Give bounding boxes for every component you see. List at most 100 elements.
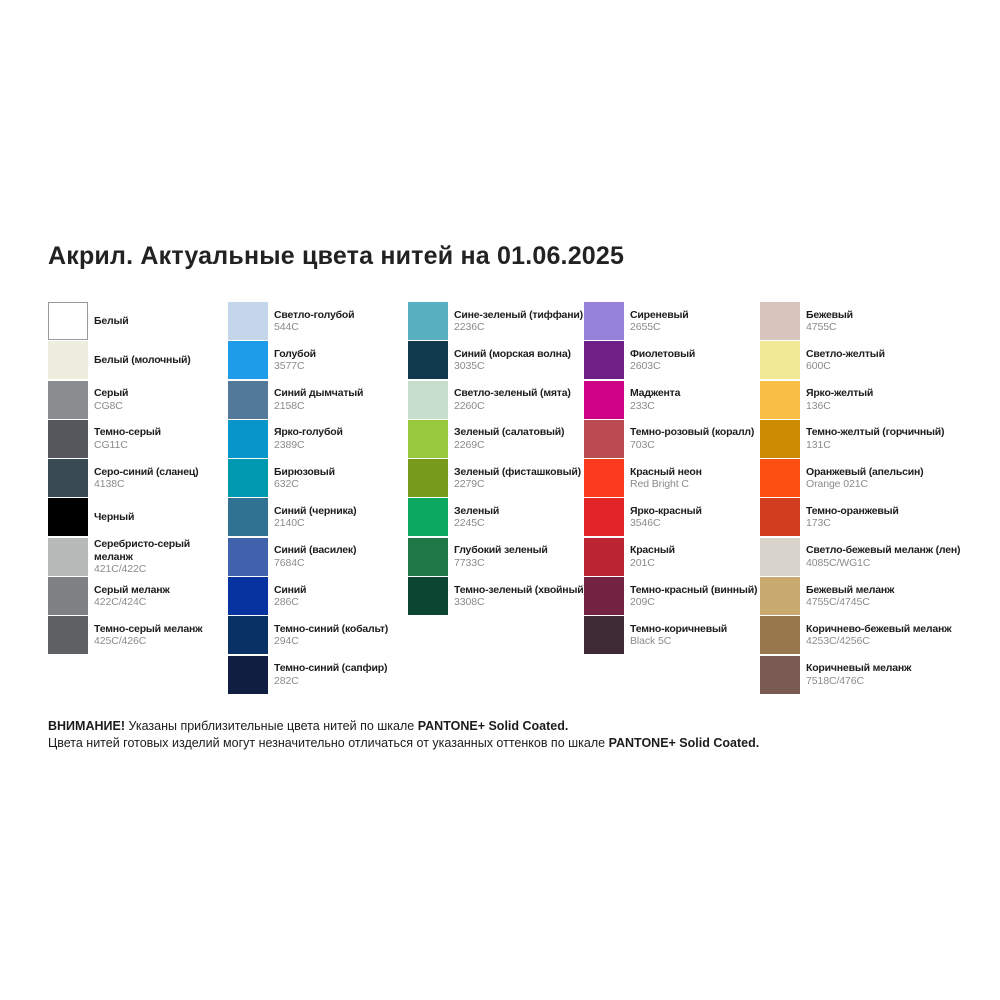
color-label: Оранжевый (апельсин) Orange 021C [806, 459, 924, 497]
footnote-line-1: ВНИМАНИЕ! Указаны приблизительные цвета … [48, 718, 958, 735]
color-label: Светло-зеленый (мята) 2260C [454, 381, 571, 419]
color-row: Темно-серый меланж 425C/426C [48, 616, 268, 655]
color-code: 282C [274, 674, 299, 687]
color-label: Темно-серый CG11C [94, 420, 161, 458]
color-name: Оранжевый (апельсин) [806, 465, 924, 478]
color-row: Светло-желтый 600C [760, 341, 980, 380]
color-code: 7684C [274, 556, 305, 569]
color-name: Белый [94, 314, 129, 327]
color-label: Серый CG8C [94, 381, 128, 419]
color-swatch [760, 577, 800, 616]
footnote: ВНИМАНИЕ! Указаны приблизительные цвета … [48, 718, 958, 751]
color-swatch [760, 302, 800, 340]
color-swatch [408, 341, 448, 380]
color-swatch [584, 577, 624, 616]
color-row: Белый (молочный) [48, 341, 268, 380]
footnote-text-1: Указаны приблизительные цвета нитей по ш… [128, 719, 415, 733]
color-label: Серебристо-серый меланж 421C/422C [94, 538, 190, 576]
color-row: Темно-красный (винный) 209C [584, 577, 804, 616]
color-name: Фиолетовый [630, 347, 696, 360]
color-swatch [760, 537, 800, 576]
color-name: Сиреневый [630, 308, 689, 321]
color-code: 294C [274, 635, 299, 648]
color-row: Синий (черника) 2140C [228, 498, 448, 537]
color-row: Сине-зеленый (тиффани) 2236C [408, 302, 628, 340]
color-code: 7733C [454, 556, 485, 569]
color-code: 286C [274, 596, 299, 609]
color-row: Белый [48, 302, 268, 340]
color-code: Orange 021C [806, 478, 868, 491]
color-column: Сине-зеленый (тиффани) 2236C Синий (морска… [408, 302, 628, 616]
color-name: Глубокий зеленый [454, 544, 548, 557]
color-name: Коричневый меланж [806, 662, 912, 675]
color-label: Светло-голубой 544C [274, 302, 355, 340]
color-swatch [760, 380, 800, 419]
color-swatch [584, 616, 624, 655]
color-label: Темно-оранжевый 173C [806, 498, 899, 536]
color-name: Зеленый [454, 504, 500, 517]
color-row: Бежевый 4755C [760, 302, 980, 340]
color-name: Темно-зеленый (хвойный) [454, 583, 587, 596]
color-row: Коричнево-бежевый меланж 4253C/4256C [760, 616, 980, 655]
color-name: Зеленый (салатовый) [454, 426, 565, 439]
pantone-scale-label: PANTONE+ Solid Coated. [417, 719, 569, 733]
color-swatch [48, 302, 88, 340]
color-swatch [48, 459, 88, 498]
color-code: 2236C [454, 321, 485, 333]
color-label: Фиолетовый 2603C [630, 341, 695, 379]
color-label: Синий дымчатый 2158C [274, 381, 364, 419]
color-code: CG11C [94, 438, 128, 451]
color-code: 201C [630, 556, 655, 569]
color-label: Маджента 233C [630, 381, 680, 419]
color-swatch [760, 616, 800, 655]
color-row: Серый меланж 422C/424C [48, 577, 268, 616]
color-name: Коричнево-бежевый меланж [806, 622, 952, 635]
color-row: Темно-розовый (коралл) 703C [584, 419, 804, 458]
pantone-scale-label: PANTONE+ Solid Coated. [608, 735, 760, 750]
color-code: 544C [274, 321, 299, 333]
color-name: Серебристо-серый меланж [94, 538, 190, 563]
color-code: 2269C [454, 438, 485, 451]
color-name: Красный неон [630, 465, 702, 478]
color-label: Красный 201C [630, 538, 675, 576]
color-label: Коричневый меланж 7518C/476C [806, 656, 911, 694]
color-name: Синий [274, 583, 307, 596]
color-row: Бежевый меланж 4755C/4745C [760, 577, 980, 616]
color-code: CG8C [94, 399, 123, 412]
color-row: Синий дымчатый 2158C [228, 380, 448, 419]
color-label: Светло-желтый 600C [806, 341, 885, 379]
color-label: Темно-желтый (горчичный) 131C [806, 420, 945, 458]
color-name: Серо-синий (сланец) [94, 465, 199, 478]
color-label: Ярко-желтый 136C [806, 381, 873, 419]
color-name: Светло-желтый [806, 347, 885, 360]
color-label: Белый [94, 302, 129, 340]
color-row: Темно-серый CG11C [48, 419, 268, 458]
color-name: Синий (морская волна) [454, 347, 571, 360]
color-code: 2260C [454, 399, 485, 412]
color-name: Темно-синий (кобальт) [274, 622, 389, 635]
color-name: Синий (черника) [274, 504, 357, 517]
color-row: Темно-оранжевый 173C [760, 498, 980, 537]
color-swatch [408, 498, 448, 537]
color-row: Темно-зеленый (хвойный) 3308C [408, 577, 628, 616]
color-swatch [48, 577, 88, 616]
color-column: Светло-голубой 544C Голубой 3577C Синий дымч… [228, 302, 448, 694]
color-name: Светло-голубой [274, 308, 355, 321]
color-label: Темно-красный (винный) 209C [630, 577, 757, 615]
color-label: Сиреневый 2655C [630, 302, 689, 340]
color-swatch [408, 577, 448, 616]
color-swatch [228, 537, 268, 576]
color-row: Ярко-красный 3546C [584, 498, 804, 537]
color-row: Ярко-желтый 136C [760, 380, 980, 419]
color-label: Синий (черника) 2140C [274, 498, 357, 536]
color-swatch [48, 341, 88, 380]
color-label: Коричнево-бежевый меланж 4253C/4256C [806, 616, 952, 654]
color-label: Зеленый (салатовый) 2269C [454, 420, 564, 458]
color-code: 136C [806, 399, 831, 412]
color-swatch [760, 419, 800, 458]
color-code: 421C/422C [94, 563, 147, 576]
color-name: Темно-синий (сапфир) [274, 662, 388, 675]
color-row: Темно-желтый (горчичный) 131C [760, 419, 980, 458]
color-row: Сиреневый 2655C [584, 302, 804, 340]
